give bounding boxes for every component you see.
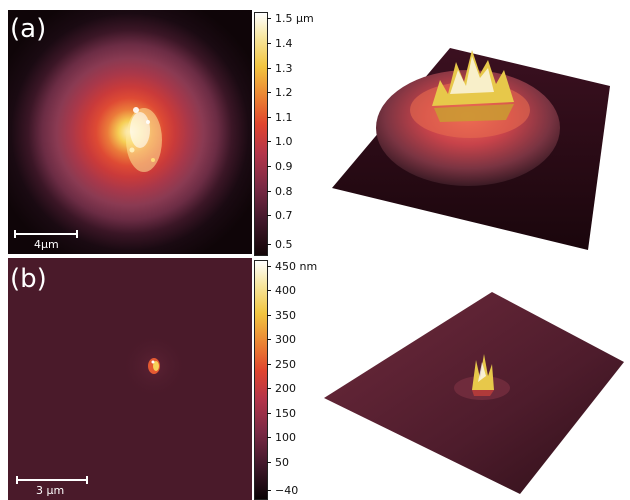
colorbar-tick-mark bbox=[267, 92, 271, 93]
afm-height-map-b bbox=[8, 258, 252, 500]
scalebar-label-a: 4μm bbox=[34, 238, 59, 251]
colorbar-tick-mark bbox=[267, 364, 271, 365]
colorbar-tick-mark bbox=[267, 437, 271, 438]
colorbar-tick-mark bbox=[267, 339, 271, 340]
colorbar-tick-label: 1.0 bbox=[275, 135, 293, 148]
colorbar-tick-label: 100 bbox=[275, 431, 296, 444]
colorbar-tick-mark bbox=[267, 462, 271, 463]
colorbar-tick-label: 150 bbox=[275, 407, 296, 420]
afm-height-map-a bbox=[8, 10, 252, 254]
surface-3d-b bbox=[324, 292, 624, 494]
colorbar-tick-mark bbox=[267, 413, 271, 414]
colorbar-tick-label: 300 bbox=[275, 333, 296, 346]
colorbar-tick-mark bbox=[267, 290, 271, 291]
colorbar-tick-label: 0.9 bbox=[275, 160, 293, 173]
colorbar-tick-label: 1.2 bbox=[275, 86, 293, 99]
colorbar-tick-label: 1.5 μm bbox=[275, 12, 314, 25]
colorbar-tick-mark bbox=[267, 18, 271, 19]
scalebar-a bbox=[14, 230, 78, 238]
colorbar-tick-label: 0.8 bbox=[275, 185, 293, 198]
colorbar-tick-mark bbox=[267, 490, 271, 491]
colorbar-tick-mark bbox=[267, 191, 271, 192]
colorbar-tick-mark bbox=[267, 43, 271, 44]
hotspot-a bbox=[126, 107, 162, 172]
panel-label-a: (a) bbox=[10, 14, 47, 44]
colorbar-a bbox=[254, 12, 268, 256]
colorbar-tick-mark bbox=[267, 117, 271, 118]
colorbar-tick-mark bbox=[267, 266, 271, 267]
colorbar-tick-label: 0.7 bbox=[275, 209, 293, 222]
panel-label-b: (b) bbox=[10, 264, 47, 294]
colorbar-tick-label: 450 nm bbox=[275, 260, 318, 273]
colorbar-tick-label: 1.4 bbox=[275, 37, 293, 50]
colorbar-b bbox=[254, 260, 268, 500]
hotspot-b bbox=[120, 332, 188, 400]
colorbar-tick-label: 0.5 bbox=[275, 238, 293, 251]
colorbar-tick-mark bbox=[267, 244, 271, 245]
colorbar-tick-mark bbox=[267, 388, 271, 389]
colorbar-tick-label: 1.1 bbox=[275, 111, 293, 124]
colorbar-tick-label: 200 bbox=[275, 382, 296, 395]
colorbar-tick-label: 1.3 bbox=[275, 62, 293, 75]
colorbar-tick-label: 250 bbox=[275, 358, 296, 371]
surface-3d-a bbox=[332, 48, 610, 250]
scalebar-b bbox=[16, 476, 88, 484]
colorbar-tick-label: −40 bbox=[275, 484, 299, 497]
colorbar-tick-label: 50 bbox=[275, 456, 289, 469]
colorbar-tick-mark bbox=[267, 141, 271, 142]
colorbar-tick-label: 350 bbox=[275, 309, 296, 322]
colorbar-tick-mark bbox=[267, 215, 271, 216]
colorbar-tick-mark bbox=[267, 315, 271, 316]
colorbar-tick-label: 400 bbox=[275, 284, 296, 297]
colorbar-tick-mark bbox=[267, 68, 271, 69]
scalebar-label-b: 3 μm bbox=[36, 484, 65, 497]
colorbar-tick-mark bbox=[267, 166, 271, 167]
